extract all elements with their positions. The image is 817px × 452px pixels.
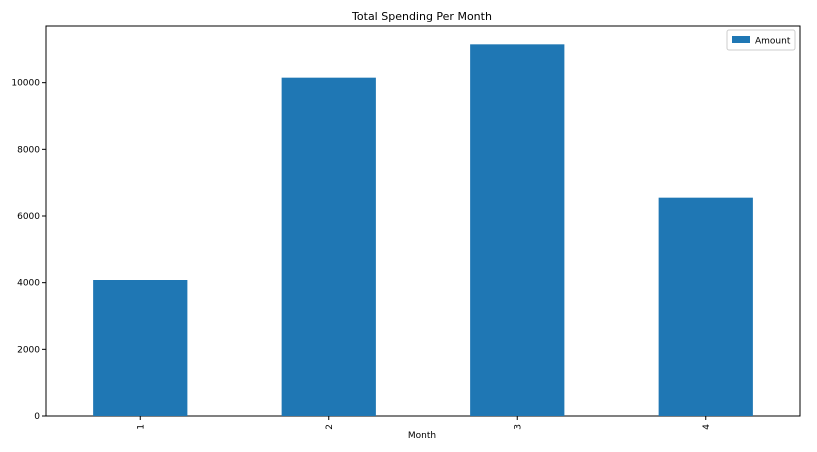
y-tick-label: 6000	[17, 212, 40, 222]
plot-area: 0 2000 4000 6000 8000 10000 1 2 3 4	[11, 25, 801, 430]
x-tick-label: 4	[702, 424, 712, 430]
plot-frame	[45, 25, 801, 417]
y-tick-label: 2000	[17, 345, 40, 355]
bar-2	[281, 77, 376, 417]
legend-label: Amount	[755, 37, 791, 47]
bar-4	[658, 197, 753, 416]
x-axis-label: Month	[408, 431, 436, 441]
y-axis: 0 2000 4000 6000 8000 10000	[11, 79, 46, 422]
y-tick-label: 8000	[17, 145, 40, 155]
chart-title: Total Spending Per Month	[351, 10, 492, 23]
legend: Amount	[726, 29, 796, 51]
bar-group	[93, 44, 753, 417]
y-tick-label: 0	[34, 412, 40, 422]
y-tick-label: 10000	[11, 79, 40, 89]
x-tick-label: 3	[513, 424, 523, 430]
x-tick-label: 2	[325, 424, 335, 430]
legend-box	[726, 29, 796, 51]
y-tick-label: 4000	[17, 279, 40, 289]
bar-3	[470, 44, 565, 416]
legend-swatch	[732, 36, 750, 43]
x-tick-label: 1	[136, 424, 146, 430]
bar-1	[93, 280, 188, 416]
x-axis: 1 2 3 4	[136, 416, 712, 430]
